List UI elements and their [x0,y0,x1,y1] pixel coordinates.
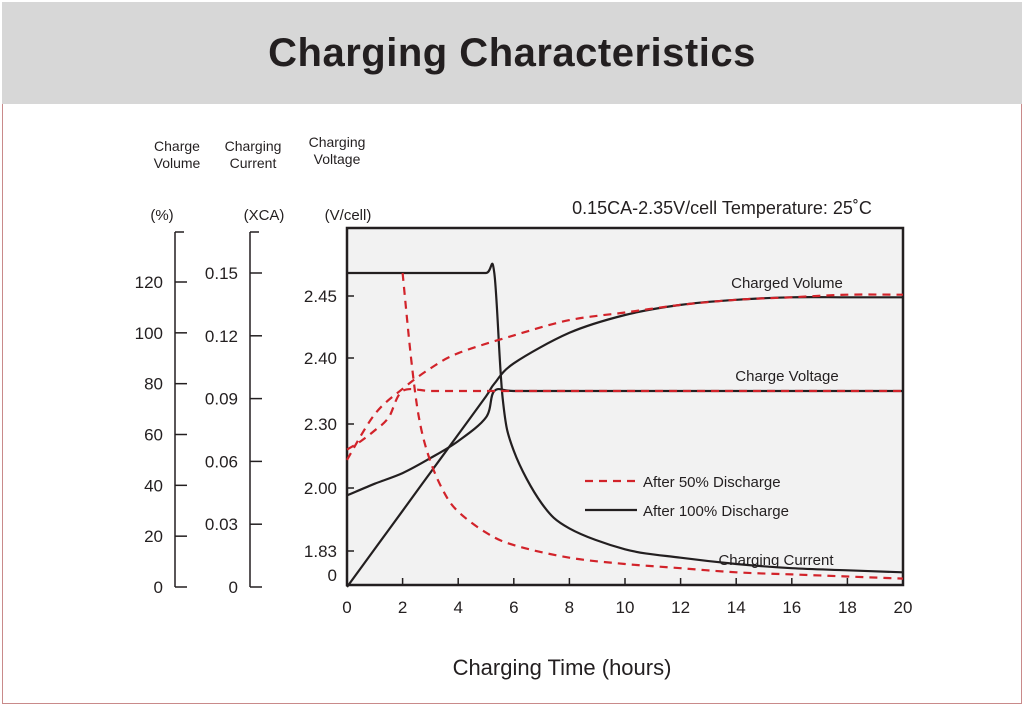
chart-labels: 0 2 4 6 8 10 12 14 16 18 20 Charging Time (hours) 0.… [135,134,913,680]
y-axis-header: Volume [154,155,201,171]
series-group [346,262,904,588]
axes [174,231,904,588]
y-tick-label: 2.40 [304,349,337,368]
y-tick-label: 2.30 [304,415,337,434]
title-bar: Charging Characteristics [2,2,1022,104]
y-axis-header: Charging [309,134,366,150]
series-charge-voltage-100pct [346,387,903,497]
x-tick-label: 2 [398,598,407,617]
x-tick-label: 6 [509,598,518,617]
curve-annotation: Charging Current [718,552,834,569]
x-tick-label: 18 [838,598,857,617]
y-tick-label: 60 [144,426,163,445]
x-axis-label: Charging Time (hours) [453,655,672,680]
y-tick-label: 120 [135,273,163,292]
x-tick-label: 14 [727,598,746,617]
y-tick-label: 0 [154,578,163,597]
y-tick-label: 40 [144,476,163,495]
x-tick-label: 0 [342,598,351,617]
x-tick-label: 4 [453,598,462,617]
legend-label: After 100% Discharge [643,503,789,520]
x-tick-label: 12 [671,598,690,617]
page-title: Charging Characteristics [268,30,756,75]
y-tick-label: 1.83 [304,542,337,561]
y-tick-label: 80 [144,375,163,394]
chart-frame [2,104,1022,704]
y-tick-label: 0.15 [205,264,238,283]
y-tick-label: 0 [229,578,238,597]
y-tick-label: 0.06 [205,452,238,471]
y-tick-label: 0 [328,566,337,585]
y-tick-label: 0.09 [205,390,238,409]
y-axis-header: Voltage [314,151,361,167]
x-tick-label: 20 [894,598,913,617]
series-charged-volume-50pct [346,293,904,461]
y-tick-label: 2.45 [304,287,337,306]
x-tick-label: 8 [565,598,574,617]
curve-annotation: Charged Volume [731,275,843,292]
x-tick-label: 16 [782,598,801,617]
curve-annotation: Charge Voltage [735,368,838,385]
legend-label: After 50% Discharge [643,474,781,491]
series-charging-current-100pct [347,262,904,574]
y-tick-label: 0.03 [205,515,238,534]
y-tick-label: 0.12 [205,327,238,346]
y-axis-unit: (%) [150,207,173,224]
chart-subtitle: 0.15CA-2.35V/cell Temperature: 25˚C [572,198,872,218]
y-axis-header: Current [230,155,277,171]
y-axis-unit: (V/cell) [325,207,372,224]
y-axis-header: Charging [225,138,282,154]
y-tick-label: 100 [135,324,163,343]
x-tick-label: 10 [616,598,635,617]
series-charging-current-50pct [401,272,904,580]
y-axis-header: Charge [154,138,200,154]
y-axis-unit: (XCA) [244,207,285,224]
y-tick-label: 20 [144,527,163,546]
y-tick-label: 2.00 [304,479,337,498]
